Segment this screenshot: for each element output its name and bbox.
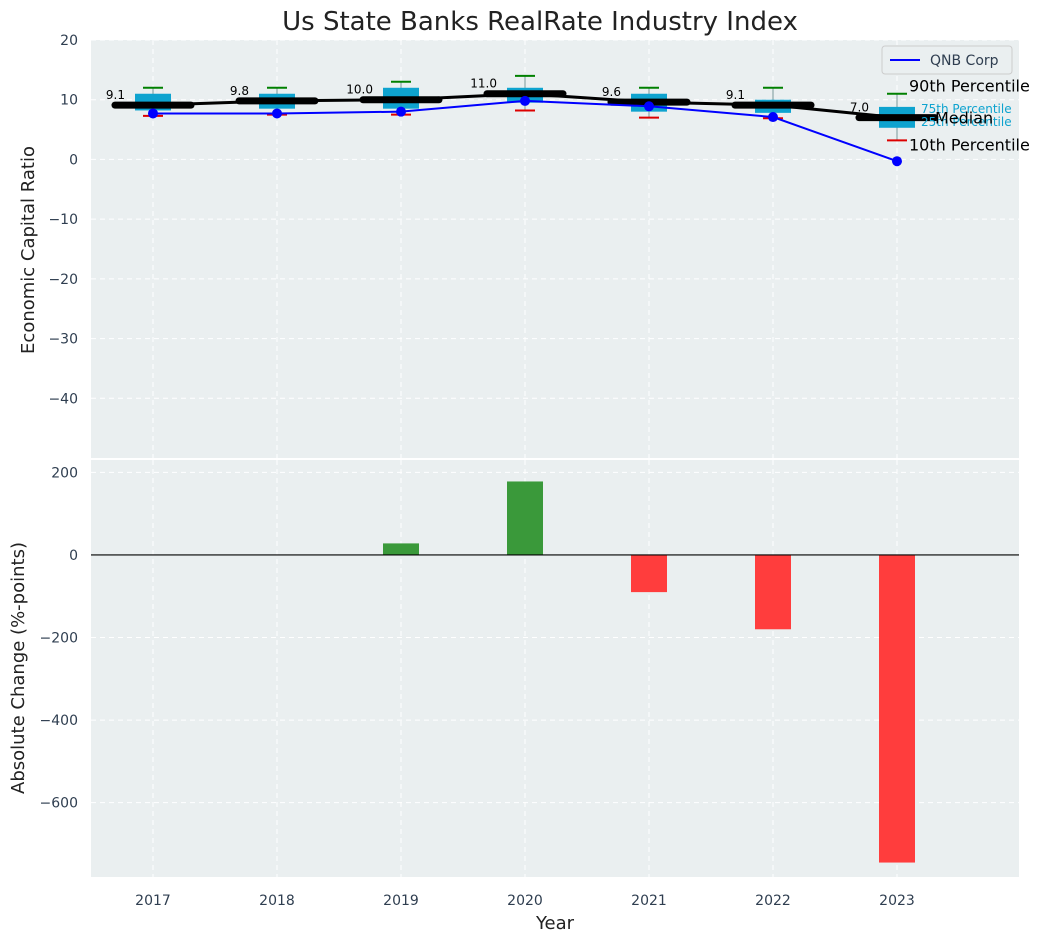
qnb-corp-point (892, 156, 902, 167)
qnb-corp-point (396, 106, 406, 117)
qnb-corp-point (272, 108, 282, 119)
top-y-tick-label: 0 (69, 152, 78, 168)
qnb-corp-point (644, 101, 654, 112)
change-bar (879, 554, 915, 863)
x-tick-label: 2020 (507, 893, 543, 909)
bottom-plot-area (91, 460, 1019, 877)
x-tick-label: 2019 (383, 893, 419, 909)
bottom-y-tick-label: −600 (40, 796, 78, 812)
annotation-25th-percentile: 25th Percentile (921, 115, 1012, 129)
bottom-y-tick-label: −400 (40, 713, 78, 729)
x-tick-label: 2021 (631, 893, 667, 909)
change-bar (755, 554, 791, 630)
annotation-90th-percentile: 90th Percentile (909, 77, 1030, 96)
bottom-y-tick-label: 200 (51, 465, 78, 481)
top-marks: 9.1 9.8 10.0 11.0 9.6 9.1 7.0 (106, 74, 939, 167)
percentile-annotations: 90th Percentile 75th Percentile 25th Per… (909, 77, 1030, 155)
x-tick-label: 2023 (879, 893, 915, 909)
x-tick-label: 2018 (259, 893, 295, 909)
x-tick-label: 2017 (135, 893, 171, 909)
x-axis-label: Year (535, 913, 575, 934)
top-y-tick-label: −20 (48, 272, 78, 288)
legend: QNB Corp (881, 45, 1013, 75)
top-plot-area (91, 40, 1019, 458)
top-y-ticks: 20 10 0 −10 −20 −30 −40 (48, 33, 78, 407)
bottom-bars (91, 481, 1019, 863)
qnb-corp-point (768, 112, 778, 123)
chart-title: Us State Banks RealRate Industry Index (282, 7, 798, 37)
top-gridlines (91, 39, 1019, 458)
legend-box (881, 45, 1013, 75)
bottom-y-tick-label: 0 (69, 548, 78, 564)
annotation-median: Median (935, 109, 993, 128)
change-bar (631, 554, 667, 593)
median-value-label: 9.1 (726, 88, 745, 102)
change-bar (507, 481, 543, 555)
top-y-tick-label: −40 (48, 391, 78, 407)
median-value-label: 9.1 (106, 88, 125, 102)
top-y-axis-label: Economic Capital Ratio (18, 146, 39, 354)
change-bar (383, 543, 419, 555)
top-y-tick-label: 10 (60, 93, 78, 109)
median-value-label: 11.0 (470, 77, 497, 91)
top-y-tick-label: −30 (48, 332, 78, 348)
annotation-75th-percentile: 75th Percentile (921, 102, 1012, 116)
bottom-y-axis-label: Absolute Change (%-points) (8, 542, 29, 794)
top-y-tick-label: 20 (60, 33, 78, 49)
annotation-10th-percentile: 10th Percentile (909, 135, 1030, 154)
x-ticks: 2017 2018 2019 2020 2021 2022 2023 (135, 893, 915, 909)
median-value-label: 9.6 (602, 85, 621, 99)
qnb-corp-point (148, 108, 158, 119)
median-value-label: 7.0 (850, 101, 869, 115)
x-tick-label: 2022 (755, 893, 791, 909)
legend-label-qnb-corp: QNB Corp (930, 53, 999, 69)
median-value-label: 10.0 (346, 83, 373, 97)
top-y-tick-label: −10 (48, 212, 78, 228)
bottom-y-tick-label: −200 (40, 631, 78, 647)
qnb-corp-point (520, 95, 530, 106)
median-value-label: 9.8 (230, 84, 249, 98)
bottom-y-ticks: 200 0 −200 −400 −600 (40, 465, 78, 811)
